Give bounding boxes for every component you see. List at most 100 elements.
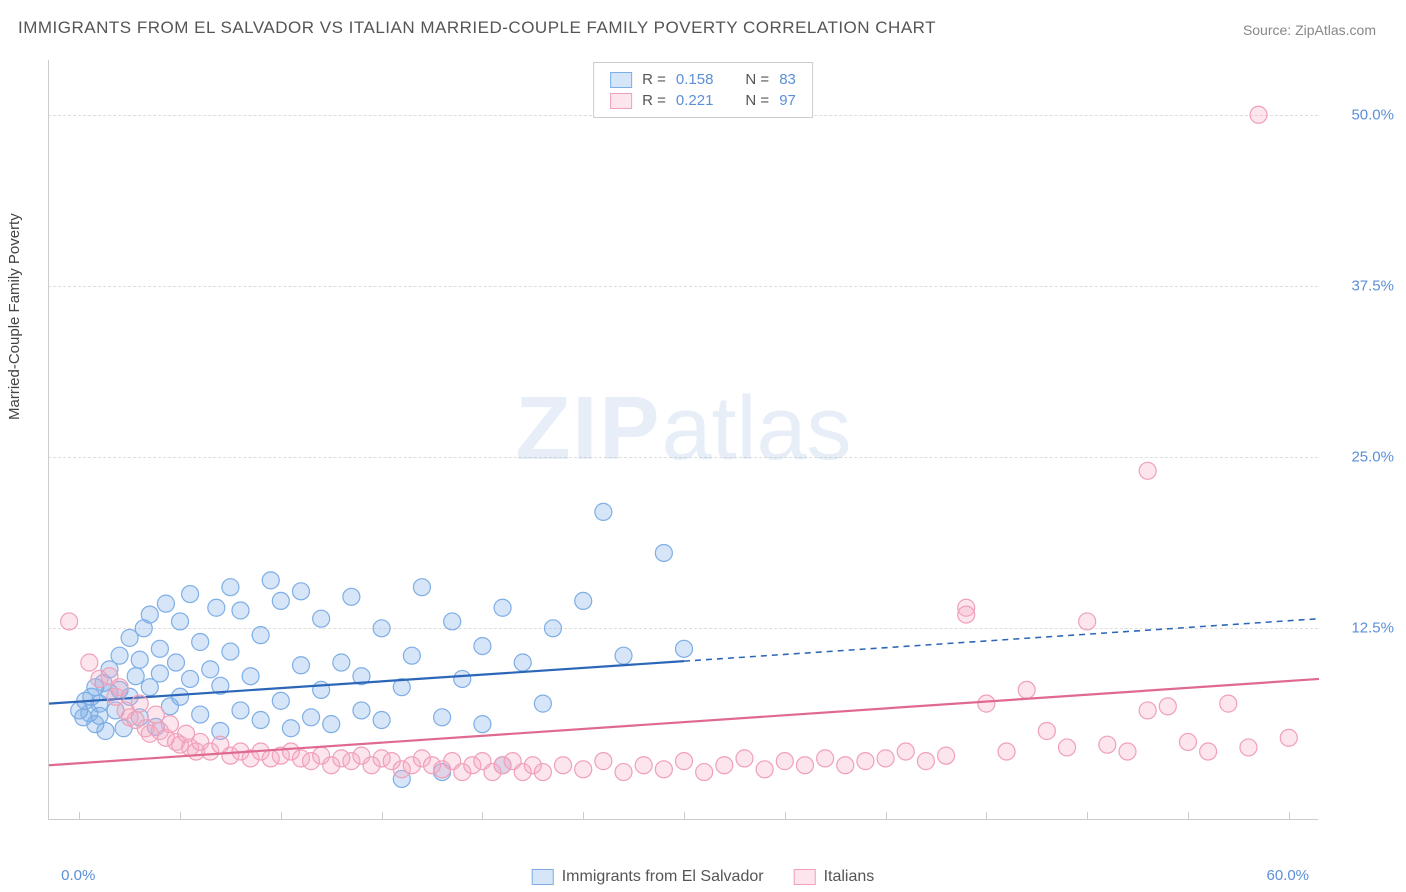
scatter-point xyxy=(514,654,531,671)
scatter-point xyxy=(776,753,793,770)
scatter-point xyxy=(192,633,209,650)
scatter-point xyxy=(131,695,148,712)
scatter-point xyxy=(272,692,289,709)
legend-swatch xyxy=(794,869,816,885)
scatter-svg xyxy=(49,60,1318,819)
scatter-point xyxy=(192,706,209,723)
scatter-point xyxy=(1038,722,1055,739)
scatter-point xyxy=(282,720,299,737)
scatter-point xyxy=(161,716,178,733)
scatter-point xyxy=(575,592,592,609)
scatter-point xyxy=(998,743,1015,760)
legend-series: Immigrants from El Salvador Italians xyxy=(532,868,875,886)
y-tick-label: 12.5% xyxy=(1351,620,1394,637)
scatter-point xyxy=(1059,739,1076,756)
scatter-point xyxy=(544,620,561,637)
scatter-point xyxy=(81,654,98,671)
legend-item: Italians xyxy=(794,868,875,886)
scatter-point xyxy=(444,613,461,630)
scatter-point xyxy=(817,750,834,767)
scatter-point xyxy=(655,544,672,561)
scatter-point xyxy=(454,670,471,687)
legend-label: Italians xyxy=(824,868,875,886)
x-tick-label: 0.0% xyxy=(61,867,95,884)
scatter-point xyxy=(232,602,249,619)
scatter-point xyxy=(615,647,632,664)
scatter-point xyxy=(222,579,239,596)
scatter-point xyxy=(897,743,914,760)
scatter-point xyxy=(595,503,612,520)
scatter-point xyxy=(403,647,420,664)
scatter-point xyxy=(575,761,592,778)
scatter-point xyxy=(474,716,491,733)
scatter-point xyxy=(168,654,185,671)
legend-swatch xyxy=(532,869,554,885)
scatter-point xyxy=(111,647,128,664)
scatter-point xyxy=(353,702,370,719)
scatter-point xyxy=(172,688,189,705)
scatter-point xyxy=(131,651,148,668)
legend-correlation: R = 0.158 N = 83 R = 0.221 N = 97 xyxy=(593,62,813,118)
scatter-point xyxy=(202,661,219,678)
scatter-point xyxy=(756,761,773,778)
scatter-point xyxy=(938,747,955,764)
scatter-point xyxy=(292,657,309,674)
scatter-point xyxy=(111,679,128,696)
scatter-point xyxy=(837,757,854,774)
y-tick-label: 50.0% xyxy=(1351,106,1394,123)
plot-area: ZIPatlas xyxy=(48,60,1318,820)
scatter-point xyxy=(555,757,572,774)
scatter-point xyxy=(696,764,713,781)
scatter-point xyxy=(127,668,144,685)
scatter-point xyxy=(242,668,259,685)
scatter-point xyxy=(534,764,551,781)
scatter-point xyxy=(474,638,491,655)
scatter-point xyxy=(494,599,511,616)
scatter-point xyxy=(141,606,158,623)
scatter-point xyxy=(1240,739,1257,756)
scatter-point xyxy=(1159,698,1176,715)
scatter-point xyxy=(182,670,199,687)
scatter-point xyxy=(222,643,239,660)
legend-label: Immigrants from El Salvador xyxy=(562,868,764,886)
scatter-point xyxy=(252,627,269,644)
scatter-point xyxy=(172,613,189,630)
y-axis-label: Married-Couple Family Poverty xyxy=(6,213,23,420)
scatter-point xyxy=(262,572,279,589)
legend-swatch-series-2 xyxy=(610,93,632,109)
scatter-point xyxy=(1018,681,1035,698)
y-tick-label: 37.5% xyxy=(1351,277,1394,294)
scatter-point xyxy=(232,702,249,719)
scatter-point xyxy=(736,750,753,767)
chart-title: IMMIGRANTS FROM EL SALVADOR VS ITALIAN M… xyxy=(18,18,936,38)
scatter-point xyxy=(434,709,451,726)
scatter-point xyxy=(534,695,551,712)
legend-row-series-2: R = 0.221 N = 97 xyxy=(610,90,796,111)
scatter-point xyxy=(413,579,430,596)
scatter-point xyxy=(61,613,78,630)
scatter-point xyxy=(796,757,813,774)
legend-row-series-1: R = 0.158 N = 83 xyxy=(610,69,796,90)
y-tick-label: 25.0% xyxy=(1351,449,1394,466)
chart-container: IMMIGRANTS FROM EL SALVADOR VS ITALIAN M… xyxy=(0,0,1406,892)
scatter-point xyxy=(1280,729,1297,746)
scatter-point xyxy=(676,753,693,770)
scatter-point xyxy=(272,592,289,609)
scatter-point xyxy=(373,712,390,729)
scatter-point xyxy=(292,583,309,600)
scatter-point xyxy=(917,753,934,770)
scatter-point xyxy=(1099,736,1116,753)
scatter-point xyxy=(208,599,225,616)
scatter-point xyxy=(252,712,269,729)
scatter-point xyxy=(313,610,330,627)
scatter-point xyxy=(1139,462,1156,479)
scatter-point xyxy=(97,722,114,739)
scatter-point xyxy=(151,640,168,657)
scatter-point xyxy=(635,757,652,774)
source-label: Source: ZipAtlas.com xyxy=(1243,22,1376,38)
scatter-point xyxy=(323,716,340,733)
scatter-point xyxy=(343,588,360,605)
scatter-point xyxy=(978,695,995,712)
legend-item: Immigrants from El Salvador xyxy=(532,868,764,886)
scatter-point xyxy=(676,640,693,657)
